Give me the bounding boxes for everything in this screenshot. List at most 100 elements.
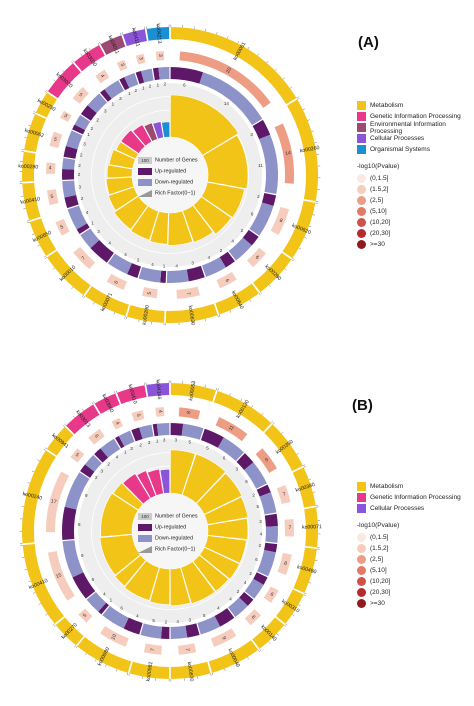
term-ring-segment — [22, 543, 64, 624]
scale-tick — [129, 385, 131, 389]
term-ring-segment — [304, 507, 318, 548]
scale-tick — [44, 257, 48, 260]
scale-tick — [229, 310, 232, 313]
term-ring-segment — [127, 305, 165, 323]
term-ring-segment — [66, 404, 100, 435]
up-count-label: 1 — [124, 449, 127, 454]
term-ring-segment — [24, 114, 47, 153]
down-count-label: 4 — [229, 596, 232, 601]
down-count-label: 4 — [86, 210, 89, 215]
pvalue-legend-item: (2,5] — [357, 554, 461, 565]
scale-tick — [24, 136, 27, 138]
term-label: ko00290 — [142, 305, 151, 326]
down-regulated-bar — [249, 202, 274, 236]
gene-count-label: 3 — [157, 54, 163, 57]
gene-count-label: 5 — [82, 613, 88, 619]
scale-tick — [53, 435, 56, 438]
pvalue-bar — [73, 246, 96, 270]
pvalue-bar — [47, 551, 75, 601]
up-regulated-bar — [72, 124, 86, 135]
scale-tick — [71, 61, 74, 64]
scale-tick — [132, 29, 135, 32]
gene-count-label: 4 — [157, 410, 163, 413]
scale-tick — [239, 305, 242, 308]
gene-count-label: 3 — [63, 113, 69, 120]
pvalue-bar — [116, 59, 128, 72]
term-label: ko00830 — [186, 661, 195, 682]
down-count-label: 3 — [148, 440, 151, 445]
center-legend-label: Up-regulated — [155, 169, 186, 175]
up-count-label: 2 — [257, 194, 260, 199]
term-ring-segment — [100, 35, 126, 55]
up-regulated-bar — [80, 105, 97, 121]
gene-count-label: 6 — [223, 278, 230, 283]
scale-tick — [26, 220, 30, 222]
pvalue-bar — [276, 485, 291, 504]
pvalue-legend-item: (1.5,2] — [357, 543, 461, 554]
gene-count-label: 8 — [186, 410, 192, 414]
pvalue-legend-title: -log10(Pvalue) — [357, 522, 400, 529]
category-legend-item: Organismal Systems — [357, 144, 474, 155]
up-regulated-bar — [123, 617, 143, 635]
category-swatch — [357, 101, 366, 110]
down-regulated-bar — [158, 67, 170, 80]
center-legend-value: 100 — [141, 158, 149, 163]
scale-tick — [205, 28, 207, 32]
down-regulated-bar — [100, 438, 121, 458]
down-count-label: 11 — [258, 163, 263, 168]
up-count-label: 2 — [220, 248, 223, 253]
down-count-label: 2 — [91, 126, 94, 131]
up-regulated-bar — [261, 193, 277, 206]
pvalue-dot — [357, 555, 366, 564]
scale-tick — [93, 401, 95, 404]
pvalue-dot — [357, 207, 366, 216]
down-regulated-bar — [244, 462, 267, 489]
pvalue-bin-label: (2,5] — [370, 556, 384, 563]
scale-tick — [44, 447, 47, 450]
up-regulated-bar — [152, 67, 160, 81]
gene-count-label: 4 — [49, 165, 52, 171]
down-count-label: 3 — [100, 468, 103, 473]
scale-tick — [285, 623, 288, 626]
up-regulated-bar — [214, 608, 235, 627]
up-count-label: 1 — [87, 132, 90, 137]
up-count-label: 1 — [128, 91, 131, 96]
gene-count-label: 17 — [50, 498, 57, 505]
pvalue-legend-item: (10,20] — [357, 576, 461, 587]
term-label: ko00380 — [295, 482, 316, 494]
down-count-label: 6 — [251, 212, 254, 217]
pvalue-legend-title: -log10(Pvalue) — [357, 163, 400, 170]
pvalue-legend-item: (1.5,2] — [357, 184, 474, 195]
scale-tick — [276, 633, 279, 636]
down-regulated-bar — [102, 605, 129, 629]
pvalue-bin-label: (5,10] — [370, 567, 387, 574]
up-regulated-bar — [239, 592, 254, 606]
scale-tick — [271, 421, 274, 424]
pvalue-bar — [246, 247, 267, 268]
up-count-label: 2 — [95, 475, 98, 480]
down-count-label: 9 — [81, 553, 84, 558]
down-regulated-bar — [107, 253, 132, 275]
pvalue-bar — [135, 53, 146, 65]
gene-count-label: 10 — [110, 633, 118, 641]
pvalue-legend-item: (10,20] — [357, 217, 474, 228]
up-count-label: 3 — [236, 467, 239, 472]
gene-count-label: 5 — [59, 224, 64, 231]
down-count-label: 9 — [85, 493, 88, 498]
gene-count-label: 6 — [269, 591, 275, 598]
term-ring-segment — [29, 218, 57, 256]
down-count-label: 3 — [130, 446, 133, 451]
pvalue-bar — [46, 162, 56, 174]
pvalue-bin-label: (20,30] — [370, 589, 391, 596]
pvalue-dot — [357, 588, 366, 597]
down-regulated-bar — [228, 597, 248, 617]
down-regulated-bar — [257, 550, 276, 577]
pvalue-bin-label: (1.5,2] — [370, 186, 389, 193]
down-regulated-bar — [65, 130, 83, 150]
category-swatch — [357, 134, 366, 143]
scale-tick — [81, 408, 84, 411]
gene-count-label: 5 — [74, 452, 80, 459]
category-label: Metabolism — [370, 102, 404, 109]
circos-chart-a: ko0006120614ko0026014311ko00620826ko0028… — [18, 23, 321, 326]
scale-tick — [109, 36, 112, 40]
